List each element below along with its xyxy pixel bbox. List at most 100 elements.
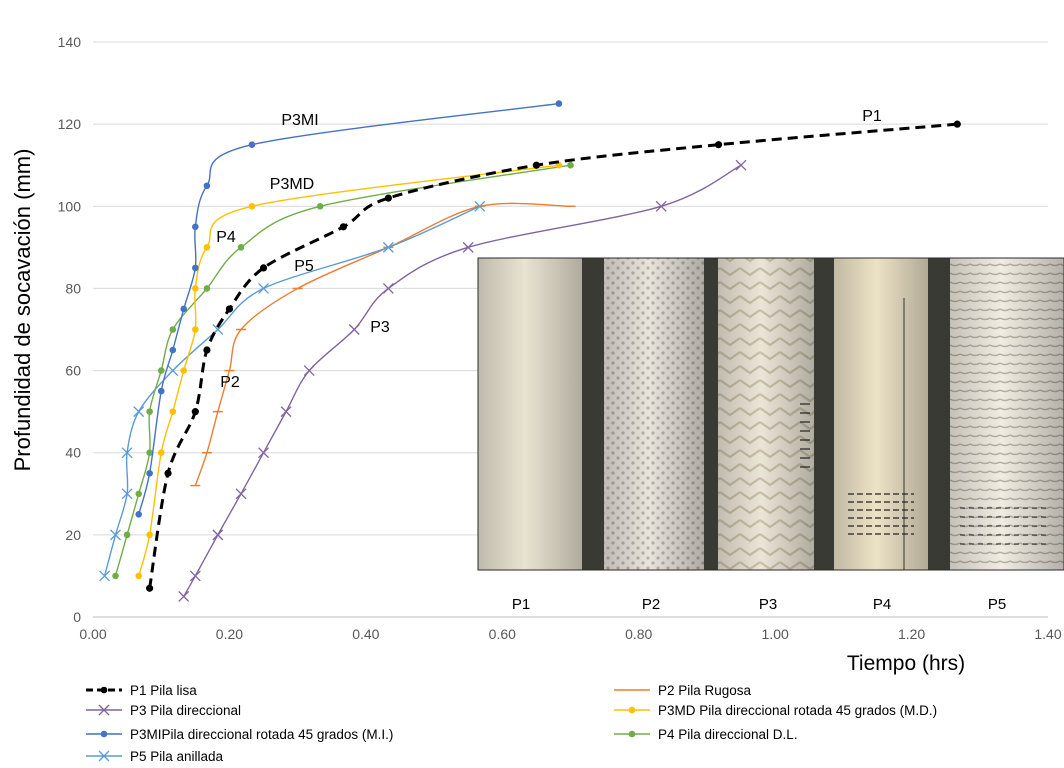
data-point-P3MI [192,223,199,231]
legend-label: P3MIPila direccional rotada 45 grados (M… [130,726,394,742]
y-tick-label: 60 [65,363,81,379]
x-axis-title: Tiempo (hrs) [847,652,965,675]
data-point-P3MI [135,511,143,518]
legend-label: P3 Pila direccional [130,702,242,718]
data-point-P3MD [192,285,199,292]
y-tick-label: 20 [65,527,81,543]
data-point-P3 [348,324,360,335]
pile-photo-inset [477,257,1064,571]
data-point-P3MI [203,182,211,190]
series-label-P5: P5 [294,258,314,275]
series-line-P2 [194,202,571,486]
y-tick-label: 100 [58,198,82,214]
y-tick-label: 140 [58,34,82,50]
data-point-P5 [133,406,145,418]
data-point-P5 [258,282,269,294]
legend-item-P5: P5 Pila anillada [84,746,223,766]
legend-swatch [614,730,650,738]
x-tick-label: 0.80 [625,626,652,642]
pile-shading [718,258,814,570]
data-point-P1 [259,264,268,272]
pile-shading [950,258,1064,570]
data-point-P5 [121,447,133,459]
data-point-P5 [110,529,121,541]
data-point-P5 [99,570,111,582]
series-P3MD [135,161,563,580]
legend-swatch [86,750,122,762]
data-point-P3 [235,488,247,500]
data-point-P3MI [248,141,256,148]
photo-labels: P1 P2 P3 P4 P5 [512,596,1006,613]
data-point-P3MI [555,100,563,107]
data-point-P3MD [146,531,153,539]
data-point-P3MD [169,408,177,415]
data-point-P3 [303,365,315,377]
legend-swatch [86,730,122,738]
data-point-P4 [169,326,177,333]
photo-label-P1: P1 [512,596,530,613]
x-tick-label: 0.60 [489,626,516,642]
series-P5 [99,200,486,582]
data-point-P5 [474,200,486,212]
data-point-P5 [382,241,394,253]
pile-shading [834,258,928,570]
data-point-P4 [146,449,153,457]
photo-label-P5: P5 [988,596,1006,613]
data-point-P1 [225,305,234,313]
y-axis-title: Profundidad de socavación (mm) [10,149,35,472]
series-P1 [146,120,961,592]
x-tick-label: 0.00 [79,626,106,642]
pile-shading [604,258,704,570]
legend-swatch [614,706,650,714]
legend-item-P1: P1 Pila lisa [84,680,197,700]
data-point-P3 [212,529,224,541]
photo-frame [477,257,1064,571]
data-point-P3MI [157,387,165,395]
data-point-P1 [384,194,392,202]
y-axis-ticks: 0 20 40 60 80 100 120 140 [58,34,82,625]
series-label-P1: P1 [862,108,882,125]
data-point-P3MI [146,469,153,477]
data-point-P5 [167,365,179,377]
data-point-P1 [339,223,347,231]
series-P3MI [135,100,563,518]
data-point-P4 [135,490,143,498]
series-P4 [112,161,574,580]
series-layer [99,100,961,602]
series-P3 [178,159,747,602]
data-point-P3 [178,591,190,602]
legend-label: P1 Pila lisa [130,682,197,698]
series-label-P3MD: P3MD [270,176,314,193]
data-point-P4 [123,531,131,539]
data-point-P4 [146,408,153,415]
legend-item-P2: P2 Pila Rugosa [612,680,751,700]
data-point-P3MD [135,572,143,580]
series-label-P3MI: P3MI [281,112,318,129]
legend-label: P3MD Pila direccional rotada 45 grados (… [658,702,938,718]
data-point-P3 [258,447,269,459]
data-point-P1 [953,120,961,128]
data-point-P1 [532,161,540,169]
x-tick-label: 1.20 [898,626,925,642]
legend-label: P5 Pila anillada [130,748,224,764]
data-point-P3MI [169,346,177,354]
data-point-P1 [191,408,199,416]
legend-swatch [86,704,122,716]
series-P2 [190,202,576,487]
series-labels: P1 P2 P3 P3MD P3MI P4 P5 [216,108,882,391]
data-point-P4 [237,244,245,251]
data-point-P4 [112,572,119,580]
legend-label: P2 Pila Rugosa [658,682,752,698]
data-point-P3 [462,241,474,253]
data-point-P3MD [180,367,188,374]
photo-label-P4: P4 [873,596,891,613]
series-label-P2: P2 [220,374,240,391]
y-tick-label: 120 [58,116,82,132]
data-point-P4 [157,367,165,374]
data-point-P1 [146,584,154,592]
data-point-P3MI [180,305,188,313]
legend: P1 Pila lisa P2 Pila Rugosa P3 Pila direcc… [84,680,1044,766]
data-point-P3 [382,282,394,294]
legend-item-P3: P3 Pila direccional [84,700,241,720]
